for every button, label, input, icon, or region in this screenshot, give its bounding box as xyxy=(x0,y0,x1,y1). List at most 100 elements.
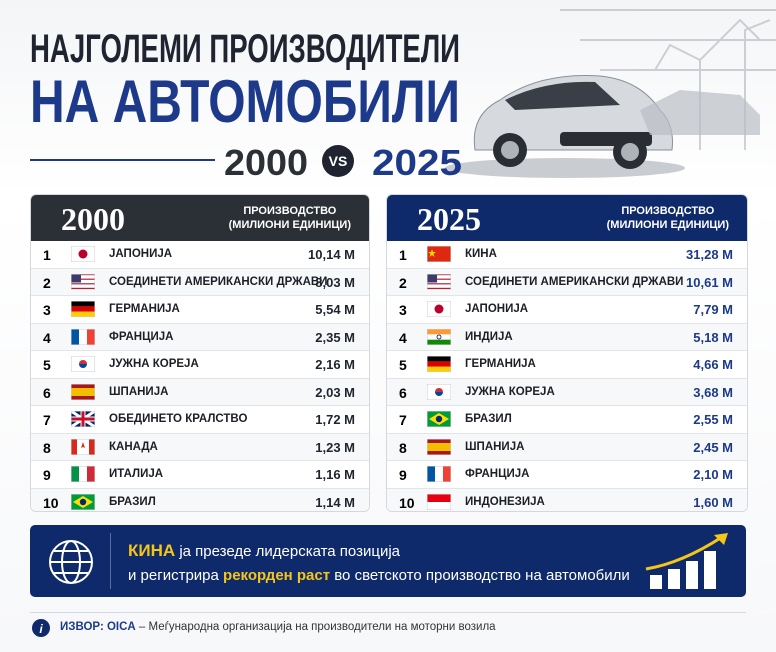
highlight: рекорден раст xyxy=(223,567,331,584)
country: ГЕРМАНИЈА xyxy=(465,358,536,370)
rank: 4 xyxy=(399,329,407,346)
vs-badge xyxy=(322,145,354,177)
table-row: 7 ОБЕДИНЕТО КРАЛСТВО 1,72 M xyxy=(31,406,369,434)
table-row: 10 ИНДОНЕЗИЈА 1,60 M xyxy=(387,488,747,511)
rank: 3 xyxy=(43,302,51,318)
rank: 3 xyxy=(399,302,407,318)
rank: 2 xyxy=(399,274,407,291)
country: ОБЕДИНЕТО КРАЛСТВО xyxy=(109,413,248,425)
rank: 4 xyxy=(43,329,51,346)
table-row: 8 ШПАНИЈА 2,45 M xyxy=(387,433,747,461)
car-illustration xyxy=(445,75,760,178)
rank: 5 xyxy=(43,357,51,373)
text: ја презеде лидерската позиција xyxy=(175,543,401,560)
flag xyxy=(427,466,451,482)
rank: 9 xyxy=(399,467,407,483)
table-header: 2000 ПРОИЗВОДСТВО (МИЛИОНИ ЕДИНИЦИ) xyxy=(31,195,369,241)
rank: 6 xyxy=(43,384,51,401)
flag xyxy=(71,273,95,290)
country: ГЕРМАНИЈА xyxy=(109,303,180,315)
country: ШПАНИЈА xyxy=(109,385,169,398)
country: КИНА xyxy=(465,248,497,260)
value: 10,14 M xyxy=(308,247,355,262)
table-row: 6 ШПАНИЈА 2,03 M xyxy=(31,378,369,406)
flag xyxy=(71,493,95,510)
rank: 9 xyxy=(43,467,51,483)
value: 2,16 M xyxy=(315,357,355,372)
flag xyxy=(71,466,95,482)
value: 2,55 M xyxy=(693,412,733,427)
table-2000: 2000 ПРОИЗВОДСТВО (МИЛИОНИ ЕДИНИЦИ) 1 ЈАПОНИ… xyxy=(30,194,370,512)
table-row: 4 ИНДИЈА 5,18 M xyxy=(387,323,747,351)
rank: 7 xyxy=(399,412,407,428)
table-row: 8 КАНАДА 1,23 M xyxy=(31,433,369,461)
table-row: 3 ГЕРМАНИЈА 5,54 M xyxy=(31,296,369,324)
value: 5,18 M xyxy=(693,329,733,345)
flag xyxy=(71,411,95,427)
value: 8,03 M xyxy=(315,274,355,290)
year-a: 2000 xyxy=(224,142,308,183)
country: ИТАЛИЈА xyxy=(109,468,164,480)
flag xyxy=(71,438,95,455)
flag xyxy=(427,246,451,262)
rank: 6 xyxy=(399,384,407,401)
flag xyxy=(427,356,451,372)
table-row: 4 ФРАНЦИЈА 2,35 M xyxy=(31,323,369,351)
flag xyxy=(71,356,95,372)
flag xyxy=(427,301,451,317)
flag xyxy=(427,411,451,427)
flag xyxy=(71,328,95,345)
table-row: 2 СОЕДИНЕТИ АМЕРИКАНСКИ ДРЖАВИ 10,61 M xyxy=(387,268,747,296)
rank: 8 xyxy=(399,439,407,456)
value: 2,10 M xyxy=(693,467,733,482)
rank: 7 xyxy=(43,412,51,428)
country: СОЕДИНЕТИ АМЕРИКАНСКИ ДРЖАВИ xyxy=(465,275,684,288)
value: 1,23 M xyxy=(315,439,355,455)
table-header: 2025 ПРОИЗВОДСТВО (МИЛИОНИ ЕДИНИЦИ) xyxy=(387,195,747,241)
column-label-line: (МИЛИОНИ ЕДИНИЦИ) xyxy=(606,219,729,231)
flag xyxy=(427,383,451,400)
country: БРАЗИЛ xyxy=(465,413,512,425)
country: КАНАДА xyxy=(109,440,158,453)
vs: VS xyxy=(329,153,348,169)
table-year: 2000 xyxy=(61,201,125,237)
globe-icon xyxy=(49,540,93,584)
table-2025: 2025 ПРОИЗВОДСТВО (МИЛИОНИ ЕДИНИЦИ) 1 КИНА 31… xyxy=(386,194,748,512)
growth-icon xyxy=(645,533,728,589)
flag xyxy=(71,301,95,317)
table-row: 5 ГЕРМАНИЈА 4,66 M xyxy=(387,351,747,379)
flag xyxy=(427,328,451,345)
country: ИНДОНЕЗИЈА xyxy=(465,495,545,508)
value: 2,45 M xyxy=(693,439,733,455)
country: ФРАНЦИЈА xyxy=(465,468,530,480)
header: НАЈГОЛЕМИ ПРОИЗВОДИТЕЛИ НА АВТОМОБИЛИ 20… xyxy=(30,9,776,183)
rank: 1 xyxy=(399,247,407,263)
value: 7,79 M xyxy=(693,302,733,317)
value: 31,28 M xyxy=(686,247,733,262)
country: ЈАПОНИЈА xyxy=(465,303,529,315)
rank: 8 xyxy=(43,439,51,456)
value: 1,16 M xyxy=(315,467,355,482)
column-label: ПРОИЗВОДСТВО (МИЛИОНИ ЕДИНИЦИ) xyxy=(607,204,729,232)
flag xyxy=(71,383,95,400)
table-row: 6 ЈУЖНА КОРЕЈА 3,68 M xyxy=(387,378,747,406)
country: БРАЗИЛ xyxy=(109,495,156,508)
table-row: 1 ЈАПОНИЈА 10,14 M xyxy=(31,241,369,269)
column-label-line: (МИЛИОНИ ЕДИНИЦИ) xyxy=(228,219,351,231)
table-year: 2025 xyxy=(417,201,481,237)
source: i ИЗВОР: OICA – Меѓународна организација… xyxy=(30,612,746,641)
banner-text: КИНА ја презеде лидерската позиција и ре… xyxy=(128,539,630,588)
table-row: 1 КИНА 31,28 M xyxy=(387,241,747,269)
rank: 2 xyxy=(43,274,51,291)
title-line-1: НАЈГОЛЕМИ ПРОИЗВОДИТЕЛИ xyxy=(30,27,460,71)
country: ШПАНИЈА xyxy=(465,440,525,453)
text: во светското производство на автомобили xyxy=(330,567,630,584)
country: ИНДИЈА xyxy=(465,330,513,343)
rank: 10 xyxy=(43,494,59,511)
value: 4,66 M xyxy=(693,357,733,372)
column-label-line: ПРОИЗВОДСТВО xyxy=(243,205,337,217)
value: 1,60 M xyxy=(693,494,733,510)
svg-text:i: i xyxy=(39,622,43,636)
value: 10,61 M xyxy=(686,274,733,290)
